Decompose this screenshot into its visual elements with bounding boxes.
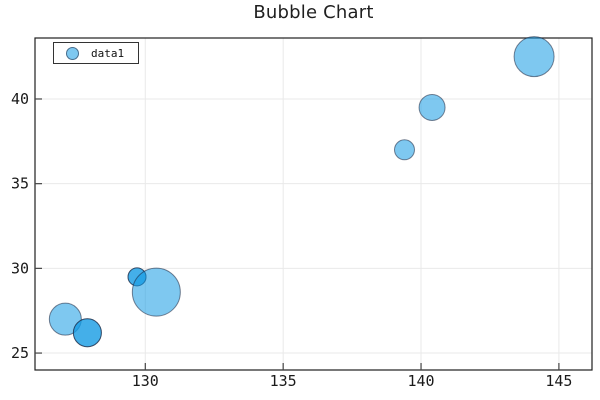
chart-title: Bubble Chart [253,2,374,23]
bubble [48,302,82,336]
y-tick-label: 25 [11,344,29,362]
bubble [72,318,102,348]
plot-frame [34,37,593,371]
legend-marker-circle [66,46,79,60]
x-tick-label: 130 [132,372,159,390]
y-tick-label: 35 [11,175,29,193]
bubble [418,93,446,121]
bubble [131,267,181,317]
y-tick-label: 40 [11,90,29,108]
bubble [393,139,415,161]
x-tick-label: 140 [407,372,434,390]
x-tick-label: 135 [270,372,297,390]
legend-label: data1 [91,46,125,60]
x-tick-label: 145 [545,372,572,390]
legend: data1 [53,42,139,64]
y-tick-label: 30 [11,259,29,277]
bubble [513,36,555,78]
